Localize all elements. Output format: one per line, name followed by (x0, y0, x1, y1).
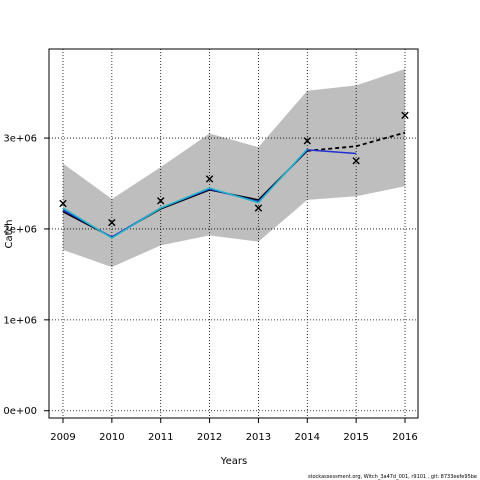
point-stroke (59, 199, 67, 208)
x-tick-label: 2014 (295, 432, 320, 443)
points-layer (59, 111, 409, 227)
series-layer (62, 131, 406, 239)
y-tick-label: 2e+06 (3, 224, 37, 235)
x-axis-title: Years (220, 456, 247, 467)
confidence-band-layer (63, 68, 405, 268)
point-stroke (157, 197, 165, 205)
observed-catch-point (59, 199, 67, 208)
x-axis: 2009 2010 2011 2012 2013 2014 2015 2016 (50, 418, 418, 443)
plot-frame (48, 48, 419, 419)
x-tick-label: 2015 (343, 432, 368, 443)
series-line-3 (62, 148, 308, 239)
observed-catch-point (157, 197, 165, 205)
y-axis-title: Catch (4, 220, 15, 249)
x-tick-label: 2010 (99, 432, 124, 443)
observed-catch-point (303, 137, 311, 145)
observed-catch-point (401, 111, 409, 120)
observed-catch-point (254, 204, 263, 212)
observed-catch-point (205, 175, 214, 183)
x-tick-label: 2009 (50, 432, 75, 443)
observed-catch-point (352, 157, 360, 165)
y-axis: 0e+00 1e+06 2e+06 3e+06 (3, 134, 49, 417)
point-stroke (401, 111, 409, 120)
series-line-1 (307, 131, 406, 152)
point-stroke (205, 175, 214, 183)
point-stroke (254, 204, 263, 212)
point-stroke (303, 137, 311, 145)
y-tick-label: 3e+06 (3, 134, 37, 145)
observed-catch-point (108, 218, 116, 227)
y-tick-label: 1e+06 (3, 315, 37, 326)
point-stroke (108, 218, 116, 227)
confidence-band (63, 68, 405, 268)
x-tick-label: 2016 (392, 432, 417, 443)
point-stroke (352, 157, 360, 165)
footer-note: stockassessment.org, Witch_3a47d_001, r9… (308, 474, 477, 480)
x-tick-label: 2011 (148, 432, 173, 443)
x-tick-label: 2012 (197, 432, 222, 443)
x-tick-label: 2013 (246, 432, 271, 443)
y-tick-label: 0e+00 (3, 406, 37, 417)
